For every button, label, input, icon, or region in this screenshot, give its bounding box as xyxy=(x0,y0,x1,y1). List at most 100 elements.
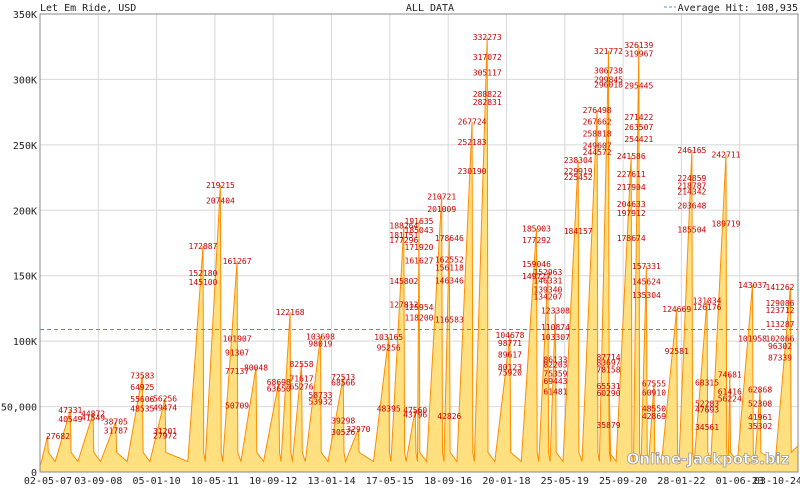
y-tick-label: 150K xyxy=(13,272,37,283)
x-axis: 02-05-07 03-09-08 05-01-10 10-05-11 10-09-12… xyxy=(24,476,800,487)
data-label: 249607 xyxy=(583,141,612,150)
data-label: 103165 xyxy=(374,333,403,342)
data-label: 60910 xyxy=(642,388,666,397)
data-label: 252183 xyxy=(458,138,487,147)
data-label: 82558 xyxy=(289,360,313,369)
plot-frame xyxy=(39,13,799,473)
data-label: 123308 xyxy=(541,307,570,316)
data-label: 229919 xyxy=(564,167,593,176)
data-label: 89617 xyxy=(498,351,522,360)
data-label: 146346 xyxy=(435,276,464,285)
data-label: 332273 xyxy=(473,33,502,42)
data-label: 65531 xyxy=(596,382,620,391)
x-tick-label: 01-06-23 xyxy=(716,476,764,487)
data-label: 39298 xyxy=(331,417,355,426)
data-label: 62868 xyxy=(748,386,772,395)
data-label: 61416 xyxy=(718,388,742,397)
data-label: 197912 xyxy=(617,209,646,218)
data-label: 214342 xyxy=(677,188,706,197)
data-label: 184157 xyxy=(564,227,593,236)
data-label: 41961 xyxy=(748,413,772,422)
data-label: 60290 xyxy=(596,389,620,398)
data-label: 219215 xyxy=(206,181,235,190)
data-label: 159046 xyxy=(522,260,551,269)
data-label: 32970 xyxy=(346,425,370,434)
data-label: 299845 xyxy=(594,76,623,85)
data-label: 78158 xyxy=(596,366,620,375)
data-label: 86133 xyxy=(543,355,567,364)
data-label: 58733 xyxy=(308,391,332,400)
data-label: 118200 xyxy=(405,313,434,322)
data-label: 77137 xyxy=(225,367,249,376)
data-label: 296018 xyxy=(594,81,623,90)
data-label: 263507 xyxy=(624,123,653,132)
data-label: 48535 xyxy=(130,404,154,413)
x-tick-label: 03-10-24 xyxy=(754,476,800,487)
data-label: 149727 xyxy=(522,272,551,281)
data-label: 113287 xyxy=(766,320,795,329)
data-label: 129086 xyxy=(766,299,795,308)
data-label: 27972 xyxy=(153,431,177,440)
data-label: 145100 xyxy=(189,278,218,287)
data-label: 80048 xyxy=(244,363,268,372)
x-tick-label: 10-09-12 xyxy=(249,476,297,487)
data-label: 145624 xyxy=(632,277,661,286)
data-label: 305117 xyxy=(473,69,502,78)
data-label: 204633 xyxy=(617,200,646,209)
data-label: 241586 xyxy=(617,152,646,161)
data-label: 95256 xyxy=(377,343,401,352)
y-tick-label: 250K xyxy=(13,141,37,152)
data-label: 124669 xyxy=(662,305,691,314)
data-label: 185903 xyxy=(522,225,551,234)
data-label: 50709 xyxy=(225,402,249,411)
data-label: 139340 xyxy=(533,286,562,295)
x-tick-label: 17-05-15 xyxy=(366,476,414,487)
data-label: 181151 xyxy=(389,231,418,240)
x-tick-label: 02-05-07 xyxy=(24,476,72,487)
x-tick-label: 20-01-18 xyxy=(482,476,530,487)
data-label: 71617 xyxy=(289,374,313,383)
data-label: 123712 xyxy=(766,306,795,315)
data-label: 177296 xyxy=(389,236,418,245)
data-label: 141262 xyxy=(766,283,795,292)
data-label: 31787 xyxy=(104,426,128,435)
data-label: 227611 xyxy=(617,170,646,179)
data-label: 98771 xyxy=(498,339,522,348)
data-label: 125954 xyxy=(405,303,434,312)
chart-title: ALL DATA xyxy=(406,3,454,14)
data-label: 116583 xyxy=(435,315,464,324)
data-label: 258818 xyxy=(583,129,612,138)
data-label: 63650 xyxy=(267,385,291,394)
data-label: 55606 xyxy=(130,395,154,404)
data-label: 131034 xyxy=(693,297,722,306)
data-label: 80123 xyxy=(498,363,522,372)
data-label: 42826 xyxy=(437,412,461,421)
data-label: 295445 xyxy=(624,81,653,90)
data-label: 317072 xyxy=(473,53,502,62)
data-label: 47331 xyxy=(58,406,82,415)
data-label: 27682 xyxy=(46,432,70,441)
data-label: 75920 xyxy=(498,369,522,378)
data-label: 47560 xyxy=(403,406,427,415)
data-label: 207404 xyxy=(206,197,235,206)
data-label: 188264 xyxy=(389,222,418,231)
data-label: 31201 xyxy=(153,427,177,436)
data-label: 306738 xyxy=(594,67,623,76)
data-label: 103307 xyxy=(541,333,570,342)
data-label: 282831 xyxy=(473,98,502,107)
data-label: 143037 xyxy=(738,281,767,290)
legend: Average Hit: 108,935 xyxy=(664,3,798,14)
data-label: 75359 xyxy=(543,369,567,378)
data-label: 326139 xyxy=(624,41,653,50)
data-label: 177292 xyxy=(522,236,551,245)
y-axis: 0 50,000 100K 150K 200K 250K 300K 350K xyxy=(1,10,37,479)
data-label: 267724 xyxy=(458,118,487,127)
data-label: 127812 xyxy=(389,301,418,310)
x-tick-label: 03-09-08 xyxy=(74,476,122,487)
y-tick-label: 100K xyxy=(13,337,37,348)
data-label: 185043 xyxy=(405,226,434,235)
data-label: 104678 xyxy=(496,331,525,340)
data-label: 162552 xyxy=(435,255,464,264)
data-label: 246165 xyxy=(677,146,706,155)
data-label: 152180 xyxy=(189,269,218,278)
